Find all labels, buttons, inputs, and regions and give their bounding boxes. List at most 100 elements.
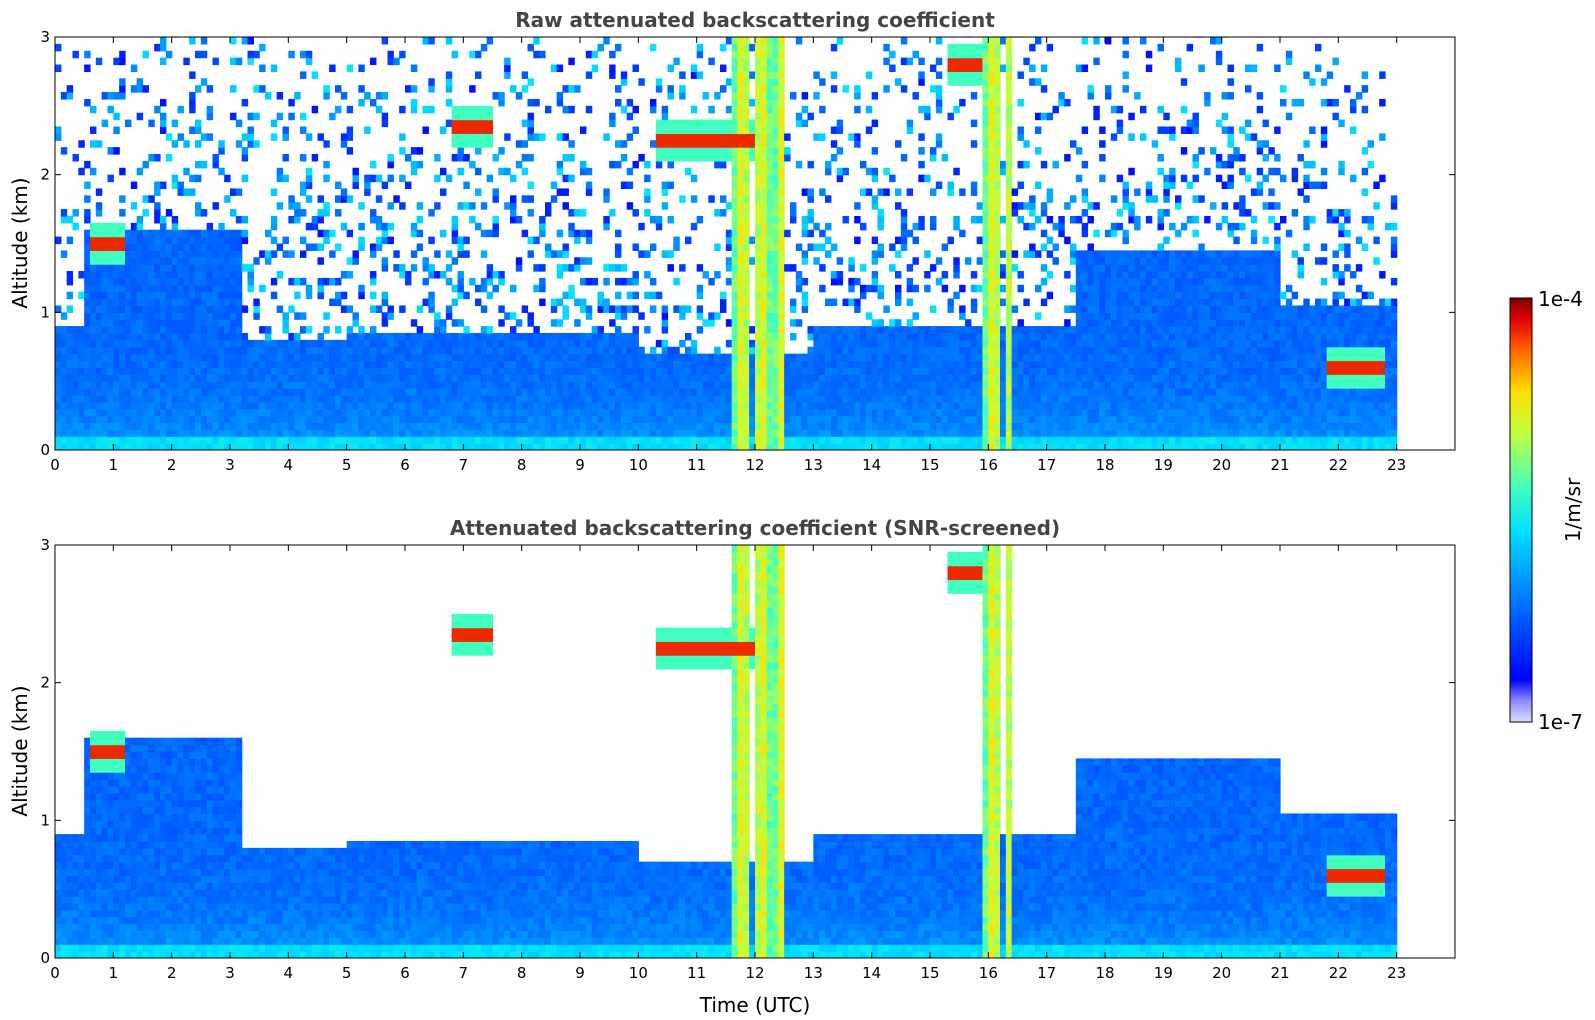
heat-cell <box>830 394 838 403</box>
heat-cell <box>539 277 546 286</box>
heat-cell <box>282 339 289 348</box>
heat-cell <box>615 332 622 341</box>
heat-cell <box>125 326 132 334</box>
heat-cell <box>66 92 74 100</box>
heat-cell <box>183 367 190 375</box>
heat-cell <box>300 188 307 196</box>
heat-cell <box>230 429 237 437</box>
heat-cell <box>241 133 249 141</box>
heat-cell <box>440 422 447 430</box>
heat-cell <box>148 429 155 437</box>
heat-cell <box>142 85 149 93</box>
heat-cell <box>480 374 488 382</box>
heat-cell <box>819 408 826 417</box>
heat-cell <box>224 312 231 320</box>
heat-cell <box>644 160 651 169</box>
heat-cell <box>177 443 184 450</box>
heat-cell <box>84 209 91 217</box>
heat-cell <box>90 332 97 341</box>
heat-cell <box>346 360 354 368</box>
heat-cell <box>737 133 744 141</box>
heat-cell <box>358 429 365 437</box>
heat-cell <box>154 360 161 368</box>
heat-cell <box>755 326 762 334</box>
heat-cell <box>160 326 167 334</box>
heat-cell <box>195 429 202 437</box>
heat-cell <box>836 381 844 389</box>
heat-cell <box>66 415 74 424</box>
heat-cell <box>521 167 529 176</box>
heat-cell <box>609 264 616 272</box>
heat-cell <box>200 209 208 217</box>
heat-cell <box>358 98 365 107</box>
heat-cell <box>860 394 867 403</box>
heat-cell <box>451 119 459 128</box>
heat-cell <box>778 92 785 100</box>
heat-cell <box>323 312 330 320</box>
heat-cell <box>475 360 482 368</box>
heat-cell <box>335 326 342 334</box>
heat-cell <box>247 374 254 382</box>
heat-cell <box>731 312 739 320</box>
heat-cell <box>702 360 709 368</box>
heat-cell <box>434 436 441 444</box>
heat-cell <box>230 264 237 272</box>
heat-cell <box>860 436 867 444</box>
heat-cell <box>545 374 552 382</box>
heat-cell <box>95 298 103 307</box>
heat-cell <box>737 360 744 368</box>
heat-cell <box>358 339 365 348</box>
heat-cell <box>685 429 692 437</box>
heat-cell <box>877 429 884 437</box>
heat-cell <box>253 312 260 320</box>
heat-cell <box>959 408 966 417</box>
heat-cell <box>778 188 785 196</box>
heat-cell <box>148 264 155 272</box>
heat-cell <box>585 443 593 450</box>
heat-cell <box>498 367 505 375</box>
heat-cell <box>638 250 645 258</box>
heat-cell <box>358 284 365 293</box>
heat-cell <box>918 388 925 396</box>
heat-cell <box>685 346 692 355</box>
heat-cell <box>994 92 1001 100</box>
heat-cell <box>171 381 179 389</box>
heat-cell <box>731 57 739 66</box>
heat-cell <box>177 401 184 410</box>
heat-cell <box>731 264 739 272</box>
heat-cell <box>445 98 453 107</box>
heat-cell <box>720 195 727 203</box>
heat-cell <box>405 332 412 341</box>
heat-cell <box>66 367 74 375</box>
heat-cell <box>66 215 74 224</box>
heat-cell <box>620 367 628 375</box>
heat-cell <box>200 319 208 327</box>
heat-cell <box>644 360 651 368</box>
heat-cell <box>294 209 301 217</box>
heat-cell <box>842 339 849 348</box>
heat-cell <box>854 381 861 389</box>
heat-cell <box>690 140 698 148</box>
heat-cell <box>655 140 663 148</box>
heat-cell <box>778 360 785 368</box>
heat-cell <box>399 105 406 114</box>
heat-cell <box>580 257 587 265</box>
heat-cell <box>620 422 628 430</box>
heat-cell <box>235 119 243 128</box>
heat-cell <box>393 339 400 348</box>
heat-cell <box>381 367 389 375</box>
heat-cell <box>807 408 814 417</box>
heat-cell <box>725 126 733 134</box>
heat-cell <box>591 374 599 382</box>
heat-cell <box>457 291 464 300</box>
heat-cell <box>90 388 97 396</box>
heat-cell <box>813 71 820 79</box>
heat-cell <box>171 312 179 320</box>
heat-cell <box>749 346 756 355</box>
heat-cell <box>177 422 184 430</box>
heat-cell <box>329 388 336 396</box>
heat-cell <box>381 92 389 100</box>
heat-cell <box>801 291 809 300</box>
heat-cell <box>801 353 809 362</box>
heat-cell <box>510 388 517 396</box>
